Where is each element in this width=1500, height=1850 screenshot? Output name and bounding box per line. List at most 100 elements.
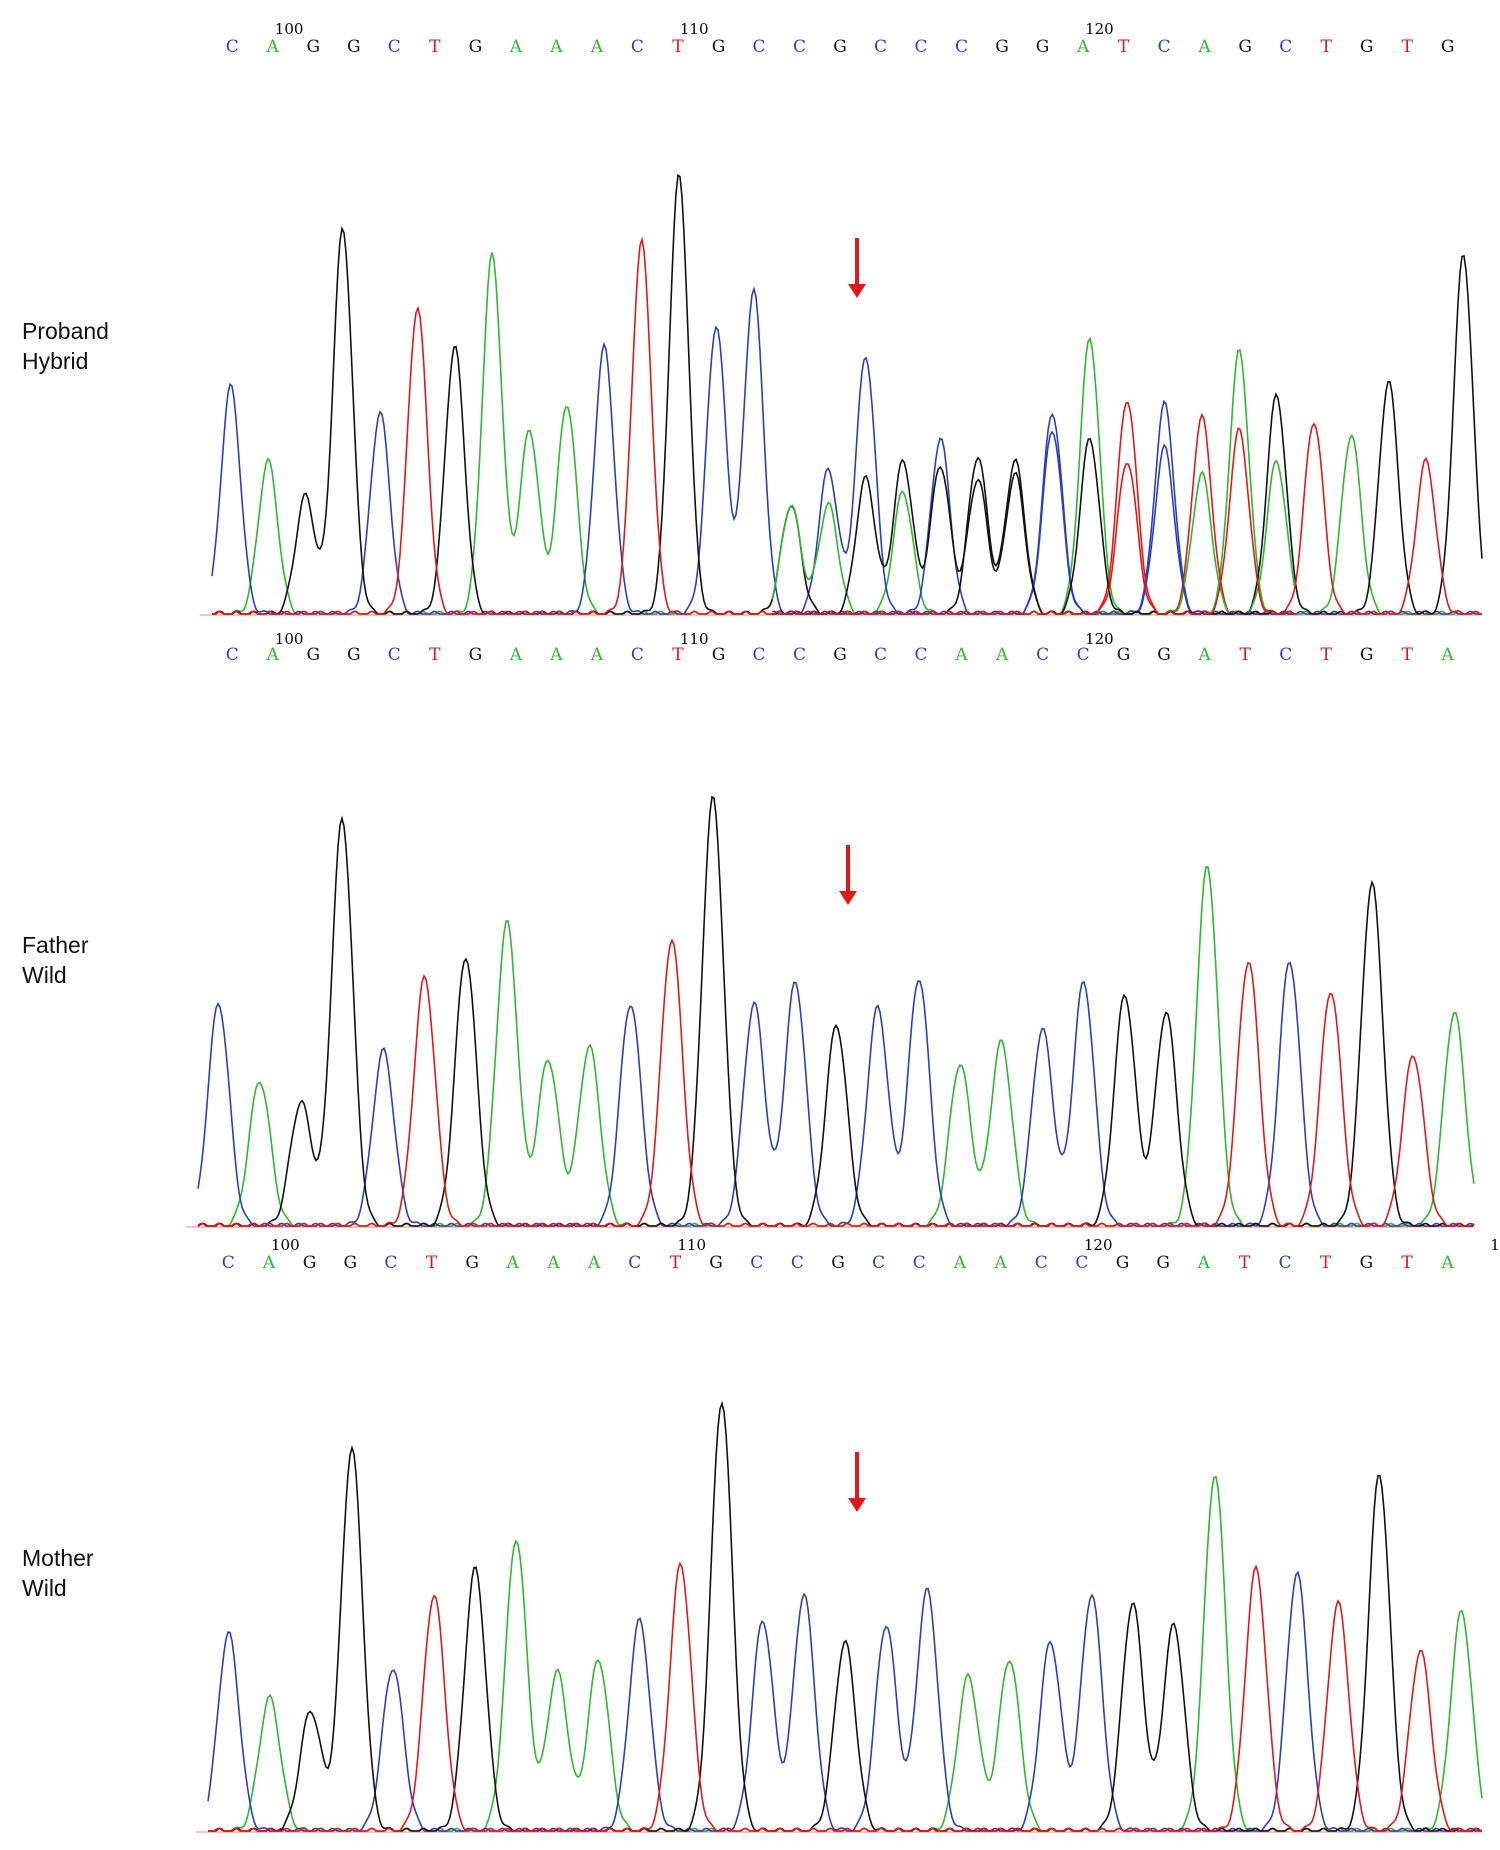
father-base-call: G <box>465 1253 479 1273</box>
proband-mutation-arrow-head <box>848 284 866 298</box>
proband-base-call: C <box>388 37 401 57</box>
proband-base-call: C <box>1279 37 1292 57</box>
proband-label: Proband Hybrid <box>22 316 109 376</box>
proband-base-call: G <box>712 37 726 57</box>
proband-lower-base-call: C <box>874 645 887 665</box>
father-label-line2: Wild <box>22 962 67 988</box>
father-base-call: C <box>628 1253 641 1273</box>
father-base-call: T <box>670 1253 682 1273</box>
mother-trace-g <box>208 1400 1483 1832</box>
proband-lower-base-call: G <box>833 645 847 665</box>
father-label-line1: Father <box>22 932 89 958</box>
proband-lower-base-call: A <box>1197 645 1211 665</box>
proband-lower-position-marker: 110 <box>680 630 709 648</box>
father-base-call: G <box>344 1253 358 1273</box>
proband-base-call: G <box>995 37 1009 57</box>
father-base-call: T <box>1239 1253 1251 1273</box>
proband-base-call: C <box>955 37 968 57</box>
father-base-call: G <box>303 1253 317 1273</box>
proband-base-call: C <box>874 37 887 57</box>
proband-lower-base-call: G <box>1360 645 1374 665</box>
father-base-call: A <box>1197 1253 1211 1273</box>
proband-lower-position-marker: 120 <box>1085 630 1114 648</box>
proband-lower-base-call: G <box>307 645 321 665</box>
father-base-call: A <box>262 1253 276 1273</box>
proband-position-marker: 120 <box>1085 20 1114 38</box>
proband-lower-base-call: A <box>266 645 280 665</box>
father-base-call: C <box>913 1253 926 1273</box>
proband-lower-base-call: T <box>1402 645 1414 665</box>
father-base-call: A <box>546 1253 560 1273</box>
proband-lower-base-call: C <box>1036 645 1049 665</box>
proband-lower-base-call: T <box>429 645 441 665</box>
proband-lower-base-call: G <box>469 645 483 665</box>
proband-lower-base-call: T <box>1240 645 1252 665</box>
proband-lower-base-call: C <box>752 645 765 665</box>
proband-base-call: G <box>1238 37 1252 57</box>
father-position-marker: 130 <box>1490 1236 1500 1254</box>
father-base-call: G <box>1156 1253 1170 1273</box>
proband-base-call: G <box>469 37 483 57</box>
proband-lower-base-call: G <box>1157 645 1171 665</box>
father-base-call: A <box>1441 1253 1455 1273</box>
proband-lower-base-call: A <box>509 645 523 665</box>
father-base-call: C <box>384 1253 397 1273</box>
proband-base-call: A <box>266 37 280 57</box>
proband-lower-base-call: C <box>631 645 644 665</box>
father-base-call: G <box>831 1253 845 1273</box>
mother-trace-t <box>208 1561 1482 1832</box>
proband-base-call: C <box>752 37 765 57</box>
proband-lower-position-marker: 100 <box>275 630 304 648</box>
proband-base-call: T <box>1118 37 1130 57</box>
proband-lower-base-call: G <box>347 645 361 665</box>
proband-base-call: A <box>590 37 604 57</box>
father-base-call: C <box>222 1253 235 1273</box>
father-label: Father Wild <box>22 930 88 990</box>
father-base-call: G <box>1360 1253 1374 1273</box>
proband-base-call: T <box>1402 37 1414 57</box>
proband-label-line1: Proband <box>22 318 109 344</box>
father-position-marker: 120 <box>1084 1236 1113 1254</box>
father-base-call: T <box>1401 1253 1413 1273</box>
father-position-marker: 100 <box>271 1236 300 1254</box>
mother-label-line1: Mother <box>22 1545 94 1571</box>
father-base-call: G <box>1116 1253 1130 1273</box>
proband-base-call: T <box>429 37 441 57</box>
proband-lower-base-call: A <box>995 645 1009 665</box>
mother-mutation-arrow-head <box>848 1498 866 1512</box>
proband-base-call: G <box>347 37 361 57</box>
father-base-call: C <box>872 1253 885 1273</box>
father-trace-g <box>197 795 1475 1227</box>
proband-label-line2: Hybrid <box>22 348 89 374</box>
proband-position-marker: 100 <box>275 20 304 38</box>
proband-base-call: A <box>1197 37 1211 57</box>
proband-lower-base-call: A <box>954 645 968 665</box>
proband-base-call: G <box>1036 37 1050 57</box>
mother-track <box>196 1400 1483 1833</box>
father-base-call: C <box>1075 1253 1088 1273</box>
proband-base-call: C <box>793 37 806 57</box>
proband-lower-base-call: C <box>226 645 239 665</box>
father-base-call: A <box>587 1253 601 1273</box>
proband-lower-base-call: A <box>590 645 604 665</box>
father-base-call: C <box>791 1253 804 1273</box>
proband-lower-base-call: C <box>1077 645 1090 665</box>
proband-base-call: G <box>833 37 847 57</box>
proband-base-call: G <box>307 37 321 57</box>
proband-secondary-trace-t <box>772 426 1295 615</box>
proband-lower-base-call: C <box>914 645 927 665</box>
proband-base-call: A <box>549 37 563 57</box>
proband-lower-base-call: T <box>1321 645 1333 665</box>
proband-base-call: C <box>914 37 927 57</box>
father-base-call: A <box>506 1253 520 1273</box>
proband-lower-base-call: C <box>1279 645 1292 665</box>
proband-base-call: A <box>509 37 523 57</box>
proband-lower-base-call: C <box>793 645 806 665</box>
father-mutation-arrow-head <box>839 891 857 905</box>
proband-lower-base-call: G <box>1117 645 1131 665</box>
proband-lower-base-call: C <box>388 645 401 665</box>
